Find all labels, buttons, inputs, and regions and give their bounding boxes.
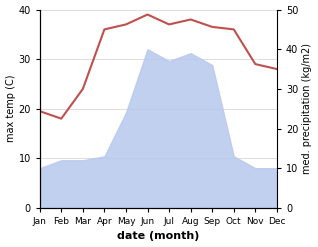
Y-axis label: med. precipitation (kg/m2): med. precipitation (kg/m2) — [302, 43, 313, 174]
X-axis label: date (month): date (month) — [117, 231, 199, 242]
Y-axis label: max temp (C): max temp (C) — [5, 75, 16, 143]
